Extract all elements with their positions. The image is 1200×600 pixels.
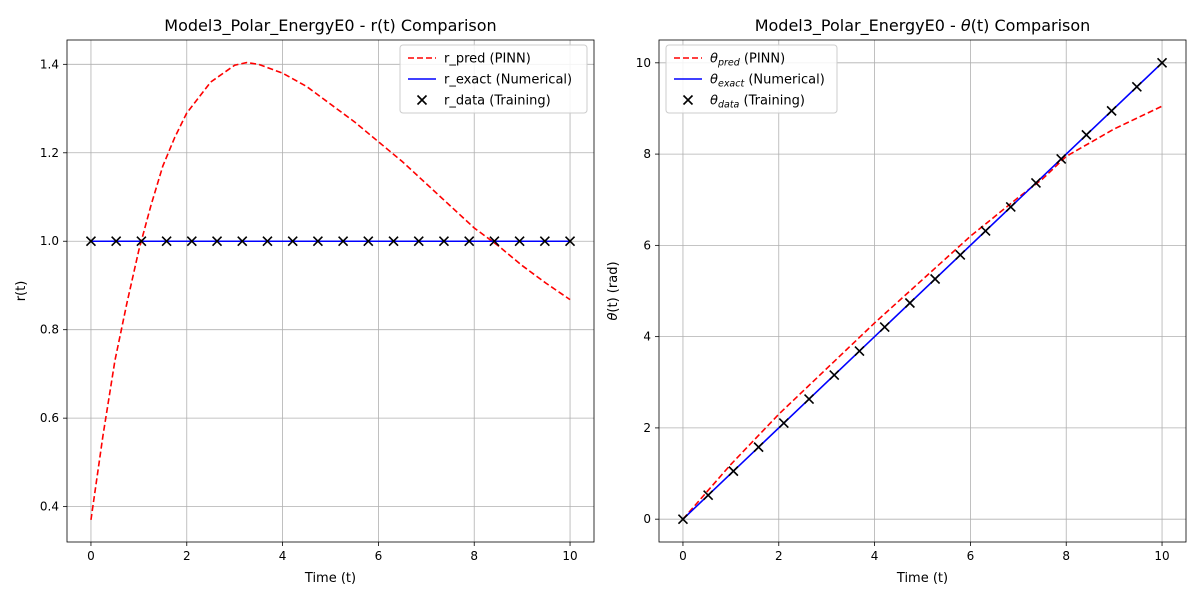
theta-chart-data-point [803, 394, 815, 405]
theta-chart-y-tick-label: 2 [643, 421, 651, 435]
r-chart-x-tick-label: 4 [279, 549, 287, 563]
r-chart-x-tick-label: 0 [87, 549, 95, 563]
theta-chart-x-tick-label: 4 [871, 549, 879, 563]
theta-chart-axes-frame [658, 39, 1187, 543]
r-chart-data-point [438, 236, 450, 247]
theta-chart-data-point [1131, 81, 1142, 92]
r-chart-x-tick-label: 6 [375, 549, 383, 563]
r-chart-y-axis-label: r(t) [14, 281, 29, 302]
theta-chart-legend-label: θpred (PINN) [710, 52, 785, 69]
r-chart-panel: 0 2 4 6 8 10 0.4 0.6 0.8 1.0 1.2 1.4 Model3_Polar_E… [14, 16, 595, 586]
r-chart-y-tick-label: 0.8 [40, 323, 59, 337]
r-chart-legend-label: r_exact (Numerical) [444, 73, 572, 88]
theta-chart-y-tick-label: 8 [643, 147, 651, 161]
r-chart-data-point [161, 236, 172, 247]
theta-chart-legend-label: θexact (Numerical) [710, 73, 825, 90]
theta-chart-data-point [1081, 129, 1092, 140]
r-chart-y-tick-label: 0.6 [40, 411, 59, 425]
r-chart-y-tick-label: 1.4 [40, 57, 59, 71]
r-chart-title: Model3_Polar_EnergyE0 - r(t) Comparison [164, 16, 496, 36]
theta-chart-legend-label: θdata (Training) [710, 94, 805, 111]
theta-chart-data-point [879, 321, 890, 333]
r-chart-data-point [136, 236, 147, 247]
theta-chart-y-axis-label: θ(t) (rad) [606, 261, 621, 320]
r-chart-data-point [464, 236, 475, 247]
r-chart-legend-box [399, 44, 588, 114]
theta-chart-data-point [753, 442, 764, 453]
theta-chart-data-point [677, 514, 689, 525]
r-chart-data-point [413, 236, 424, 247]
theta-chart-y-tick-label: 0 [643, 512, 651, 526]
r-chart-data-point [338, 236, 349, 247]
theta-chart-title: Model3_Polar_EnergyE0 - θ(t) Comparison [755, 16, 1091, 36]
r-chart-data-point [85, 236, 97, 247]
r-chart-axes-frame [66, 39, 595, 543]
r-chart-y-tick-label: 1.2 [40, 146, 59, 160]
theta-chart-legend-box [665, 44, 838, 114]
theta-chart-data-point [1030, 177, 1042, 188]
r-chart-data-point [514, 236, 525, 247]
theta-chart-y-tick-label: 6 [643, 238, 651, 252]
r-chart-pred-line [90, 61, 571, 521]
theta-chart-panel: 0 2 4 6 8 10 0 2 4 6 8 10 Model3_Polar_EnergyE0 - θ… [606, 16, 1187, 586]
r-chart-data-point [539, 236, 550, 247]
r-chart-data-point [111, 236, 122, 247]
r-chart-legend-label: r_data (Training) [444, 94, 551, 109]
theta-chart-x-axis-label: Time (t) [896, 571, 948, 586]
theta-chart-x-tick-label: 6 [967, 549, 975, 563]
theta-chart-x-tick-label: 8 [1062, 549, 1070, 563]
r-chart-y-tick-label: 1.0 [40, 234, 59, 248]
r-chart-data-point [388, 236, 399, 247]
theta-chart-data-point [854, 345, 865, 357]
theta-chart-x-tick-label: 2 [775, 549, 783, 563]
r-chart-x-tick-label: 10 [562, 549, 577, 563]
theta-chart-data-point [1106, 105, 1117, 116]
r-chart-data-point [237, 236, 248, 247]
theta-chart-data-point [1005, 201, 1016, 213]
r-chart-data-point [262, 236, 273, 247]
theta-chart-data-point [955, 249, 966, 261]
r-chart-legend-label: r_pred (PINN) [444, 52, 531, 67]
theta-chart-data-point [1156, 57, 1168, 68]
theta-chart-x-tick-label: 0 [679, 549, 687, 563]
r-chart-x-tick-label: 2 [183, 549, 191, 563]
r-chart-data-point [564, 236, 576, 247]
r-chart-data-point [363, 236, 374, 247]
r-chart-data-point [211, 236, 223, 247]
r-chart-data-point [312, 236, 323, 247]
r-chart-x-axis-label: Time (t) [304, 571, 356, 586]
theta-chart-x-tick-label: 10 [1154, 549, 1169, 563]
r-chart-data-point [186, 236, 197, 247]
theta-chart-data-point [829, 369, 840, 381]
theta-chart-data-point [930, 273, 941, 285]
r-chart-legend-marker [416, 94, 428, 106]
r-chart-legend: r_pred (PINN) r_exact (Numerical) r_data (… [399, 44, 588, 114]
theta-chart-y-tick-label: 10 [636, 56, 651, 70]
theta-chart-y-tick-label: 4 [643, 330, 651, 344]
theta-chart-pred-line [682, 105, 1163, 520]
r-chart-data-point [489, 236, 500, 247]
r-chart-data-point [287, 236, 298, 247]
theta-chart-data-point [703, 490, 714, 501]
theta-chart-data-point [980, 225, 991, 237]
theta-chart-data-point [728, 466, 739, 477]
theta-chart-data-point [1056, 153, 1067, 164]
r-chart-x-tick-label: 8 [470, 549, 478, 563]
theta-chart-data-point [778, 418, 789, 429]
theta-chart-legend: θpred (PINN) θexact (Numerical) θdata (Tra… [665, 44, 838, 114]
theta-chart-data-point [904, 297, 915, 309]
r-chart-y-tick-label: 0.4 [40, 500, 59, 514]
theta-chart-legend-marker [682, 94, 694, 106]
